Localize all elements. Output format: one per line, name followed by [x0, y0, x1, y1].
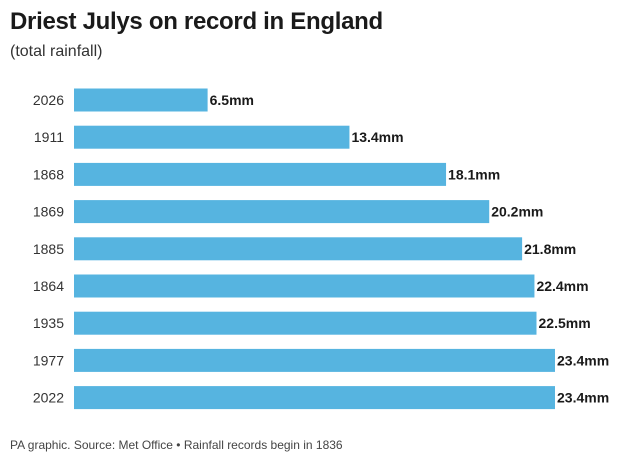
value-label: 18.1mm [448, 166, 500, 182]
bar [74, 311, 537, 335]
bar [74, 125, 350, 149]
value-label: 22.4mm [536, 278, 588, 294]
value-label: 23.4mm [557, 390, 609, 406]
category-label: 1935 [33, 315, 64, 331]
chart-subtitle: (total rainfall) [10, 43, 103, 60]
category-label: 2026 [33, 92, 64, 108]
bar-chart: 2026 6.5mm 1911 13.4mm 1868 18.1mm 1869 20.2mm 1… [33, 88, 609, 410]
value-label: 21.8mm [524, 241, 576, 257]
value-label: 23.4mm [557, 352, 609, 368]
chart-title: Driest Julys on record in England [10, 8, 383, 35]
category-label: 1885 [33, 241, 64, 257]
category-label: 1864 [33, 278, 64, 294]
bar [74, 274, 535, 298]
bar [74, 386, 555, 410]
bar [74, 162, 447, 186]
value-label: 13.4mm [351, 129, 403, 145]
category-label: 1977 [33, 352, 64, 368]
value-label: 22.5mm [539, 315, 591, 331]
source-footer: PA graphic. Source: Met Office • Rainfal… [10, 438, 343, 452]
value-label: 20.2mm [491, 204, 543, 220]
bar [74, 237, 523, 261]
bar [74, 88, 208, 112]
bar [74, 200, 490, 224]
category-label: 1868 [33, 166, 64, 182]
category-label: 2022 [33, 390, 64, 406]
category-label: 1869 [33, 204, 64, 220]
bar [74, 348, 555, 372]
category-label: 1911 [34, 129, 64, 145]
value-label: 6.5mm [210, 92, 254, 108]
